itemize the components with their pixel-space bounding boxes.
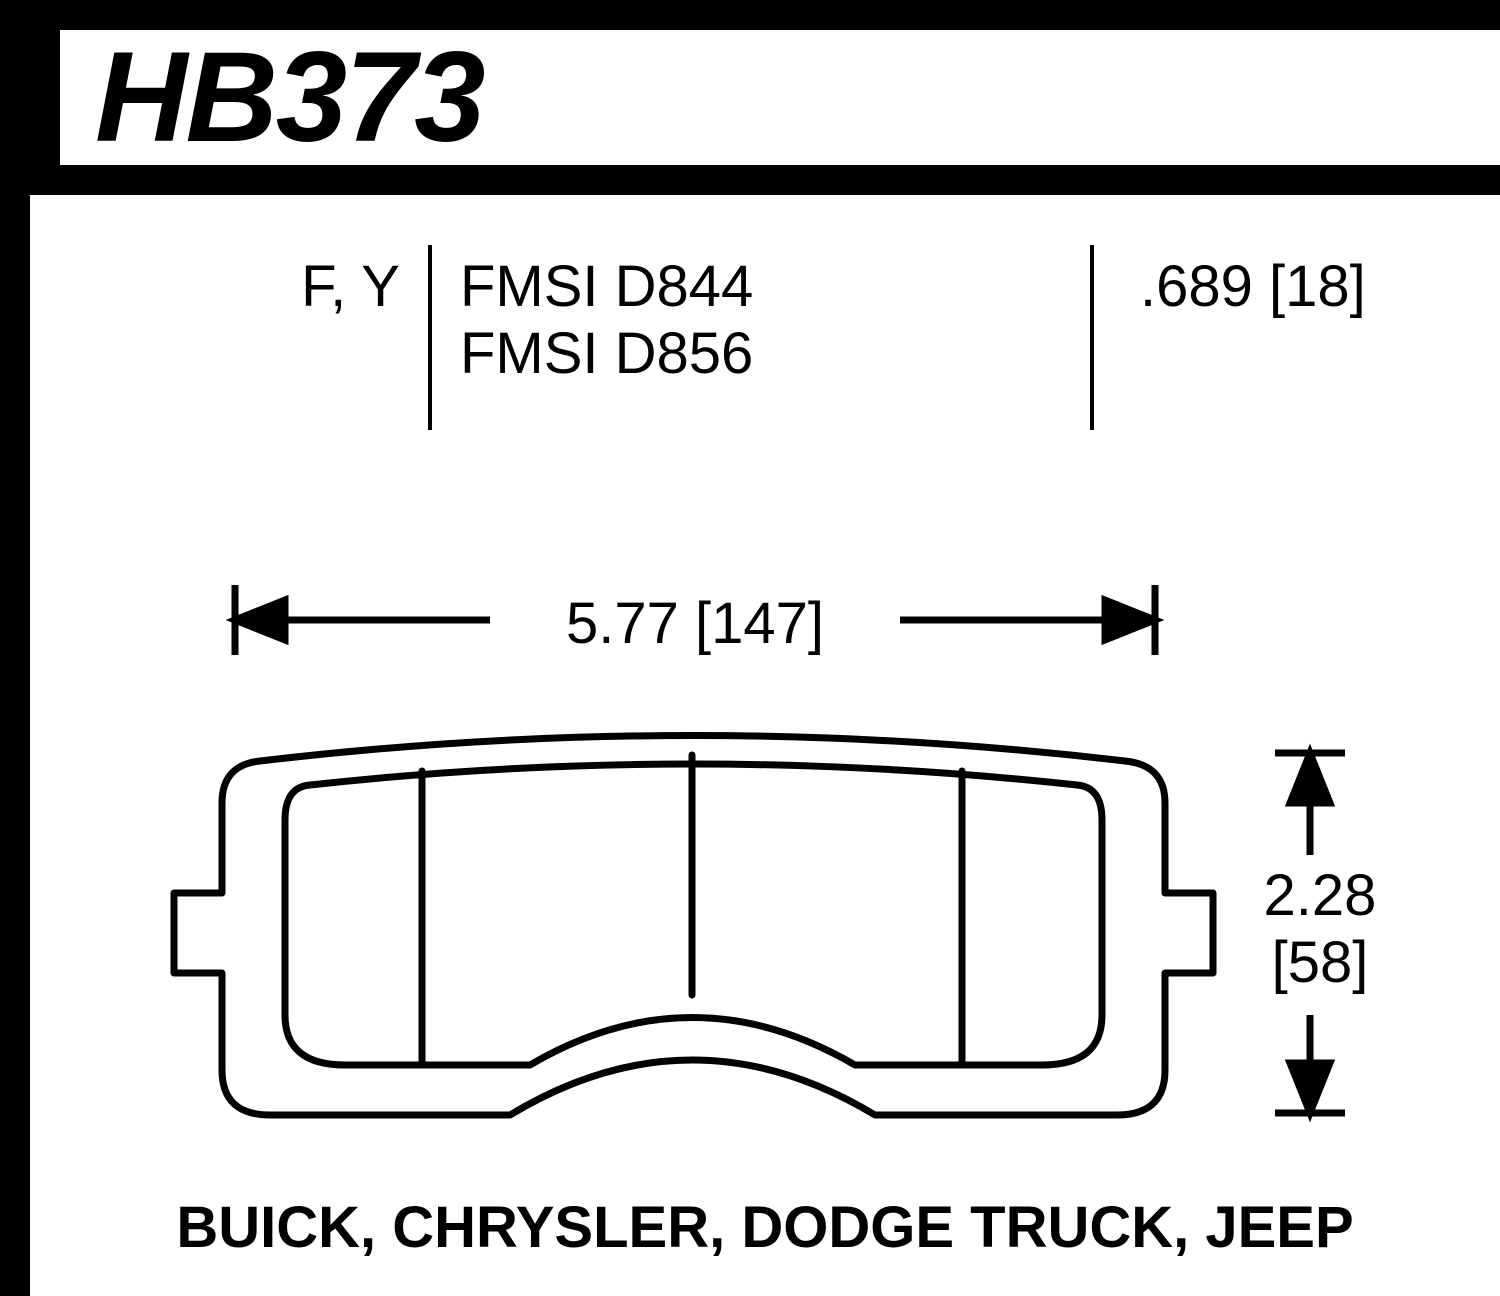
header-cutout: HB373 <box>60 30 1500 165</box>
height-dimension-label: 2.28 [58] <box>1240 863 1400 996</box>
footer-vehicles: BUICK, CHRYSLER, DODGE TRUCK, JEEP <box>30 1194 1500 1261</box>
height-dimension-arrow <box>30 195 1500 1195</box>
height-mm: 58 <box>1288 930 1353 995</box>
part-number: HB373 <box>95 24 483 171</box>
height-mm-wrap: [58] <box>1240 930 1400 997</box>
content-area: F, Y FMSI D844 FMSI D856 .689 [18] 5.77 … <box>30 195 1500 1296</box>
height-in: 2.28 <box>1240 863 1400 930</box>
left-border <box>0 195 30 1296</box>
page-container: HB373 F, Y FMSI D844 FMSI D856 .689 [18] <box>0 0 1500 1296</box>
